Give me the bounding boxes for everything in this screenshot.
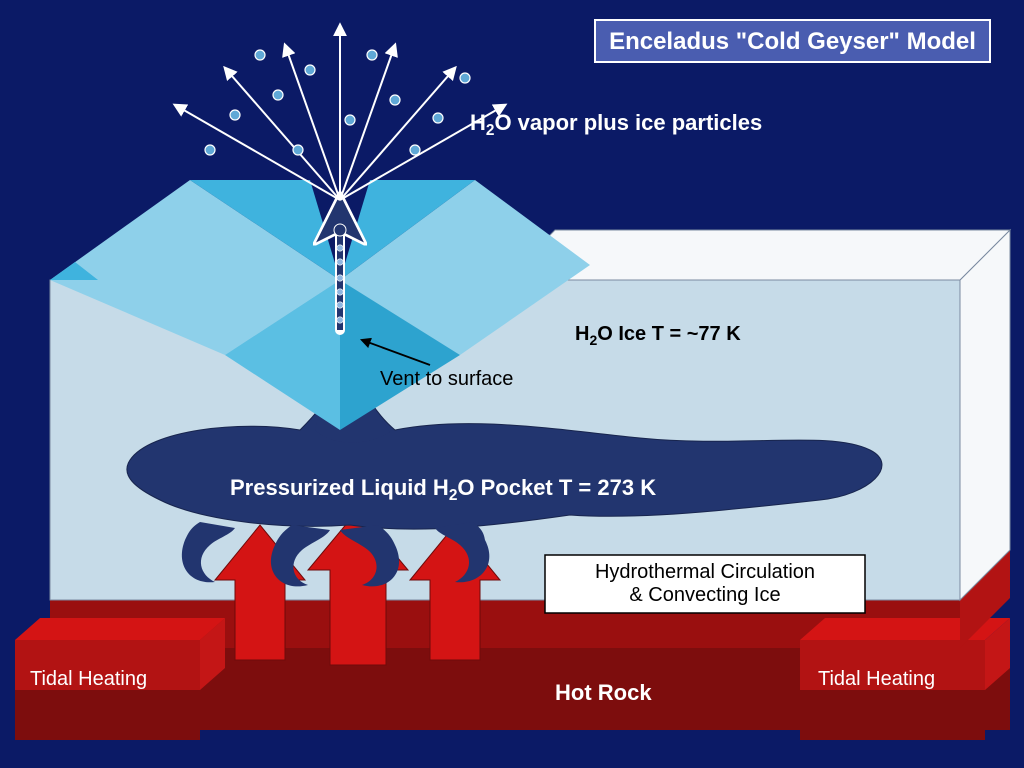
title-box: Enceladus "Cold Geyser" Model <box>595 20 990 62</box>
vapor-label: H2O vapor plus ice particles <box>470 110 762 139</box>
tidal-right-label: Tidal Heating <box>818 668 935 690</box>
hydro-label-1: Hydrothermal Circulation <box>595 561 815 583</box>
vent-label: Vent to surface <box>380 368 513 390</box>
geyser-vent <box>334 205 346 330</box>
title-text: Enceladus "Cold Geyser" Model <box>609 28 976 55</box>
hot-rock-label: Hot Rock <box>555 680 652 705</box>
pocket-label: Pressurized Liquid H2O Pocket T = 273 K <box>230 475 656 504</box>
hydro-label-2: & Convecting Ice <box>629 584 780 606</box>
diagram-svg: Enceladus "Cold Geyser" Model H2O vapor … <box>0 0 1024 768</box>
ice-temp-label: H2O Ice T = ~77 K <box>575 323 741 348</box>
tidal-left-label: Tidal Heating <box>30 668 147 690</box>
diagram-root: Enceladus "Cold Geyser" Model H2O vapor … <box>0 0 1024 768</box>
